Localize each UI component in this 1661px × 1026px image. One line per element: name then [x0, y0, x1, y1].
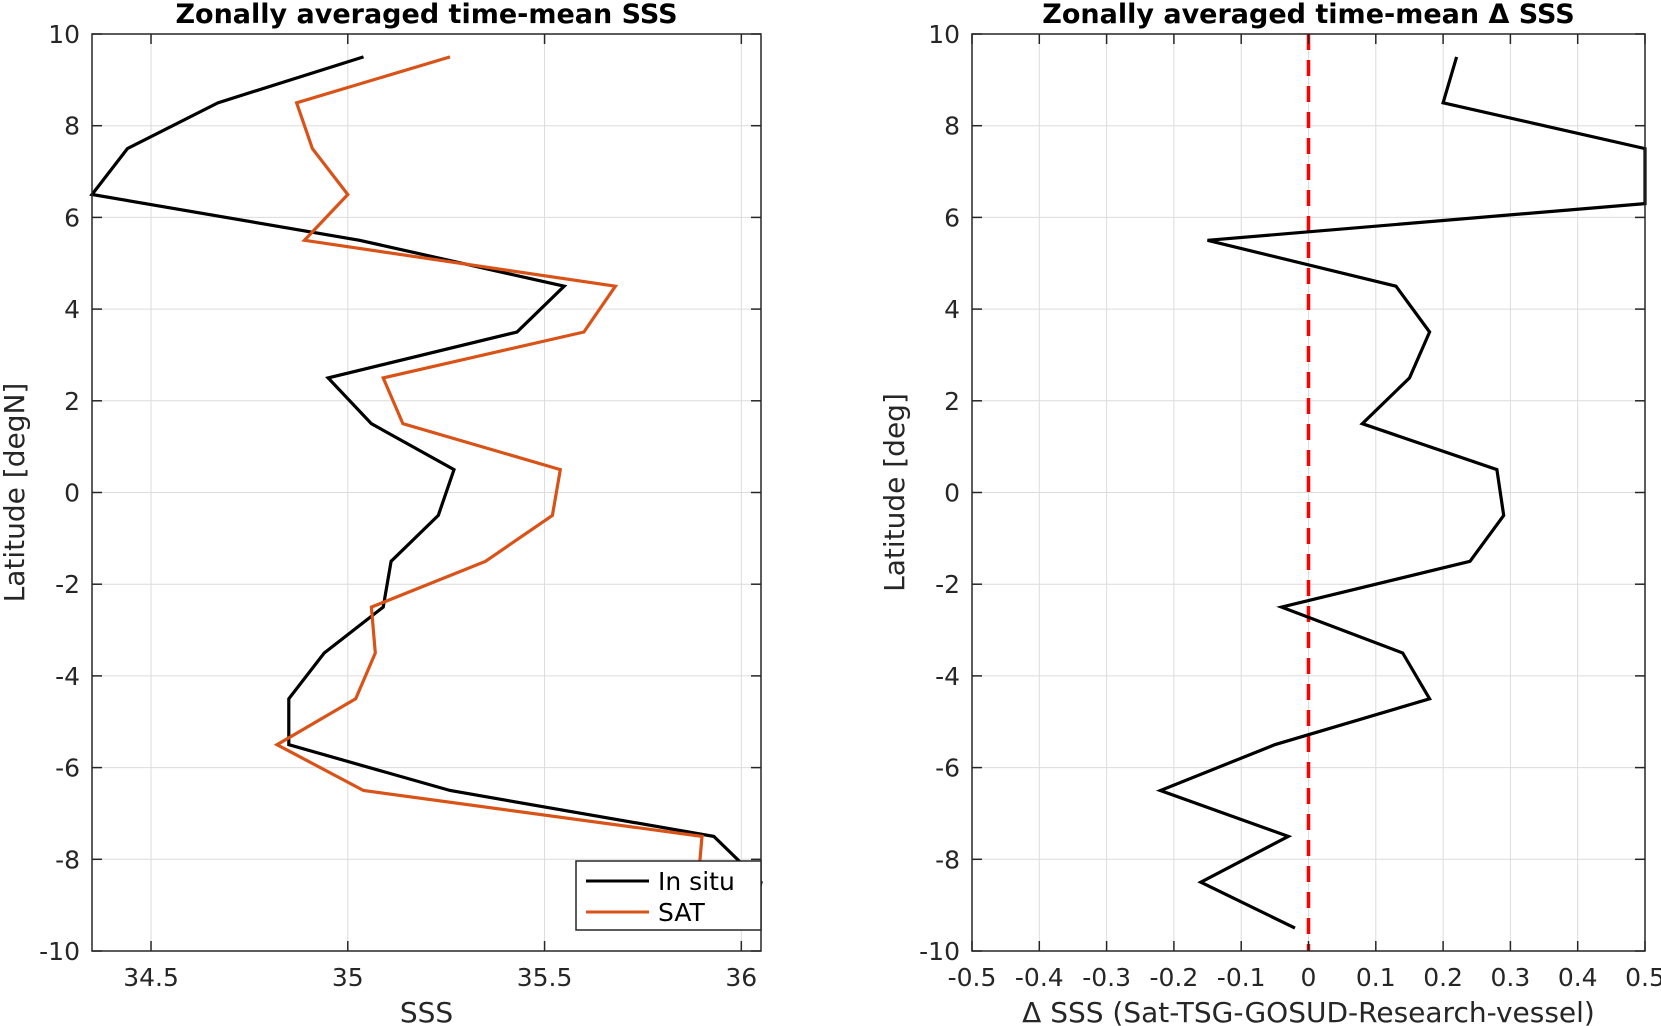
x-tick-label: 35	[332, 963, 364, 992]
x-tick-label: 0.2	[1423, 963, 1463, 992]
x-tick-label: 34.5	[123, 963, 179, 992]
chart-title: Zonally averaged time-mean Δ SSS	[1042, 0, 1574, 30]
y-tick-label: 6	[64, 203, 80, 232]
y-tick-label: 6	[944, 203, 960, 232]
y-tick-label: 8	[64, 112, 80, 141]
legend-entry-in-situ: In situ	[658, 867, 735, 896]
y-tick-label: -4	[935, 662, 960, 691]
y-tick-label: -4	[55, 662, 80, 691]
x-tick-label: -0.4	[1015, 963, 1064, 992]
y-axis-label: Latitude [deg]	[878, 393, 911, 592]
y-tick-label: 10	[928, 20, 960, 49]
x-axis-label: SSS	[400, 996, 453, 1026]
y-tick-label: -6	[55, 754, 80, 783]
chart-title: Zonally averaged time-mean SSS	[175, 0, 677, 30]
series-lines	[89, 55, 763, 929]
y-tick-label: 2	[64, 387, 80, 416]
y-tick-label: 4	[64, 295, 80, 324]
x-tick-label: -0.2	[1150, 963, 1199, 992]
y-tick-label: -6	[935, 754, 960, 783]
y-tick-label: 10	[48, 20, 80, 49]
axis-ticks: 34.5 35 35.5 36 -10 -8 -6 -4 -2 0 2 4 6 8 10	[39, 20, 761, 992]
x-tick-label: 0.4	[1558, 963, 1598, 992]
y-tick-label: 0	[944, 479, 960, 508]
series-line-sat	[273, 55, 704, 883]
x-axis-label: Δ SSS (Sat-TSG-GOSUD-Research-vessel)	[1022, 996, 1595, 1026]
y-tick-label: -2	[55, 570, 80, 599]
delta-sss-profile-chart: -0.5 -0.4 -0.3 -0.2 -0.1 0 0.1 0.2 0.3 0.4 0.5 -10 -…	[878, 0, 1661, 1026]
x-tick-label: 35.5	[517, 963, 573, 992]
y-tick-label: -8	[55, 845, 80, 874]
axis-ticks: -0.5 -0.4 -0.3 -0.2 -0.1 0 0.1 0.2 0.3 0.4 0.5 -10 -…	[919, 20, 1661, 992]
x-tick-label: 0.3	[1491, 963, 1531, 992]
series-lines	[1155, 34, 1647, 951]
x-tick-label: -0.1	[1217, 963, 1266, 992]
series-line-delta-sss	[1155, 56, 1647, 930]
x-tick-label: -0.3	[1082, 963, 1131, 992]
y-tick-label: -8	[935, 845, 960, 874]
y-tick-label: -10	[39, 937, 80, 966]
y-tick-label: 8	[944, 112, 960, 141]
x-tick-label: 0.5	[1625, 963, 1661, 992]
y-tick-label: 2	[944, 387, 960, 416]
y-tick-label: -2	[935, 570, 960, 599]
y-tick-label: -10	[919, 937, 960, 966]
legend-box	[575, 860, 762, 931]
x-tick-label: 0	[1301, 963, 1317, 992]
legend: In situ SAT	[575, 860, 762, 931]
x-tick-label: 36	[725, 963, 757, 992]
sss-profile-chart: 34.5 35 35.5 36 -10 -8 -6 -4 -2 0 2 4 6 8 10 Zonally a…	[0, 0, 763, 1026]
x-tick-label: -0.5	[948, 963, 997, 992]
x-tick-label: 0.1	[1356, 963, 1396, 992]
y-tick-label: 4	[944, 295, 960, 324]
legend-entry-sat: SAT	[658, 898, 705, 927]
y-axis-label: Latitude [degN]	[0, 383, 31, 603]
series-line-in-situ	[89, 55, 763, 929]
y-tick-label: 0	[64, 479, 80, 508]
